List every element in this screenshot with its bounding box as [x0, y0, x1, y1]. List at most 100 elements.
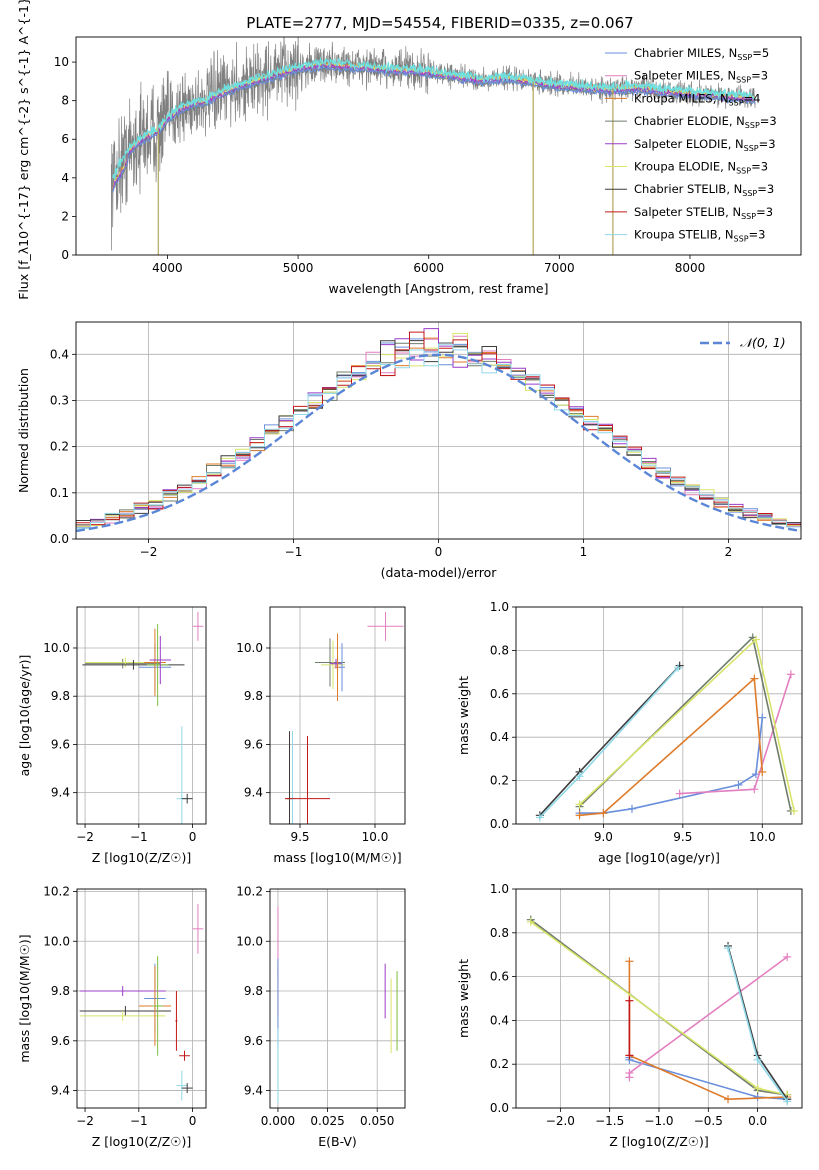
x-tick-label: 0.000: [261, 1114, 295, 1128]
y-axis-label: Normed distribution: [16, 368, 31, 493]
x-tick-label: 6000: [413, 261, 444, 275]
errorbar-point: [321, 640, 345, 689]
weight-point-marker: [674, 663, 683, 672]
legend-entry: Chabrier STELIB, NSSP=3: [634, 182, 774, 198]
y-tick-label: 0.0: [490, 1101, 509, 1115]
x-tick-label: 2: [725, 545, 733, 559]
weight-point-marker: [753, 1084, 762, 1093]
y-tick-label: 0.2: [490, 774, 509, 788]
y-tick-label: 10.0: [236, 934, 263, 948]
weight-point-marker: [724, 1095, 733, 1104]
weight-point-marker: [758, 767, 767, 776]
y-tick-label: 9.4: [244, 786, 263, 800]
errorbar-point: [315, 638, 345, 687]
y-tick-label: 4: [61, 171, 69, 185]
y-tick-label: 10.0: [236, 641, 263, 655]
errorbar-point: [192, 611, 204, 641]
figure-title: PLATE=2777, MJD=54554, FIBERID=0335, z=0…: [246, 14, 633, 32]
axes-frame: [76, 606, 207, 825]
errorbar-point: [285, 735, 330, 824]
y-tick-label: 9.4: [244, 1084, 263, 1098]
y-tick-label: 0.4: [490, 1013, 509, 1027]
x-axis-label: wavelength [Angstrom, rest frame]: [328, 281, 548, 296]
y-tick-label: 1.0: [490, 882, 509, 896]
errorbar-point: [79, 1010, 166, 1021]
weight-point-marker: [750, 785, 759, 794]
legend-entry: Chabrier ELODIE, NSSP=3: [634, 114, 777, 130]
data-layer: [75, 37, 801, 1106]
weight-point-marker: [750, 674, 759, 683]
x-tick-label: 9.0: [594, 830, 613, 844]
x-tick-label: −2.0: [546, 1114, 575, 1128]
x-tick-label: 8000: [675, 261, 706, 275]
x-tick-label: −1: [285, 545, 303, 559]
y-tick-label: 0.6: [490, 970, 509, 984]
x-tick-label: 0.0: [748, 1114, 767, 1128]
weight-point-marker: [625, 1051, 634, 1060]
y-tick-label: 8: [61, 94, 69, 108]
legend: Chabrier MILES, NSSP=5 Salpeter MILES, NS…: [605, 46, 786, 350]
legend-entry: Salpeter STELIB, NSSP=3: [634, 205, 773, 221]
grid-layer: [76, 322, 802, 1109]
x-axis-label: Z [log10(Z/Z☉)]: [92, 1134, 192, 1149]
x-tick-label: 0: [189, 1114, 197, 1128]
weight-point-marker: [535, 813, 544, 822]
legend-entry: Salpeter ELODIE, NSSP=3: [634, 137, 776, 153]
axes-frame: [269, 606, 406, 825]
errorbar-point: [192, 903, 204, 954]
y-tick-label: 10: [54, 55, 69, 69]
y-tick-label: 10.0: [43, 641, 70, 655]
y-tick-label: 9.6: [51, 737, 70, 751]
gauss-legend-label: 𝒩(0, 1): [740, 335, 786, 350]
weight-point-marker: [790, 806, 799, 815]
y-tick-label: 9.4: [51, 786, 70, 800]
y-tick-label: 0.3: [50, 393, 69, 407]
weight-series-line: [579, 635, 792, 812]
y-tick-label: 10.2: [43, 884, 70, 898]
y-tick-label: 0.4: [50, 347, 69, 361]
axes-frame: [269, 888, 406, 1109]
weight-point-marker: [625, 957, 634, 966]
y-tick-label: 9.8: [244, 984, 263, 998]
y-tick-label: 0.6: [490, 687, 509, 701]
weight-point-marker: [783, 952, 792, 961]
weight-series-line: [579, 717, 764, 814]
y-tick-label: 0.8: [490, 926, 509, 940]
errorbar-point: [144, 628, 166, 697]
x-tick-label: −2: [76, 830, 94, 844]
y-axis-label: age [log10(age/yr)]: [17, 655, 32, 777]
x-axis-label: Z [log10(Z/Z☉)]: [609, 1134, 709, 1149]
x-tick-label: 9.5: [290, 830, 309, 844]
x-axis-label: (data-model)/error: [381, 565, 498, 580]
x-tick-label: −1.5: [595, 1114, 624, 1128]
x-tick-label: 0.025: [310, 1114, 344, 1128]
weight-point-marker: [627, 804, 636, 813]
errorbar-point: [82, 660, 185, 670]
errorbar-point: [179, 1050, 190, 1061]
y-tick-label: 0.4: [490, 730, 509, 744]
y-tick-label: 9.8: [51, 689, 70, 703]
weight-point-marker: [724, 944, 733, 953]
y-tick-label: 9.4: [51, 1084, 70, 1098]
weight-point-marker: [625, 996, 634, 1005]
errorbar-point: [175, 991, 178, 1051]
x-tick-label: −1.0: [644, 1114, 673, 1128]
errorbar-point: [181, 1083, 193, 1094]
weight-point-marker: [758, 713, 767, 722]
x-tick-label: −2: [140, 545, 158, 559]
y-tick-label: 9.6: [51, 1034, 70, 1048]
x-tick-label: 10.0: [362, 830, 389, 844]
x-axis-label: age [log10(age/yr)]: [598, 850, 720, 865]
x-tick-label: −1: [130, 1114, 148, 1128]
errorbar-point: [79, 1005, 172, 1016]
weight-series-line: [539, 667, 679, 819]
errorbar-point: [146, 623, 169, 706]
y-tick-label: 10.2: [236, 884, 263, 898]
errorbar-point: [367, 611, 404, 641]
axes-frame: [76, 888, 207, 1109]
legend-entry: Kroupa STELIB, NSSP=3: [634, 228, 765, 244]
weight-point-marker: [575, 800, 584, 809]
x-tick-label: −2: [76, 1114, 94, 1128]
